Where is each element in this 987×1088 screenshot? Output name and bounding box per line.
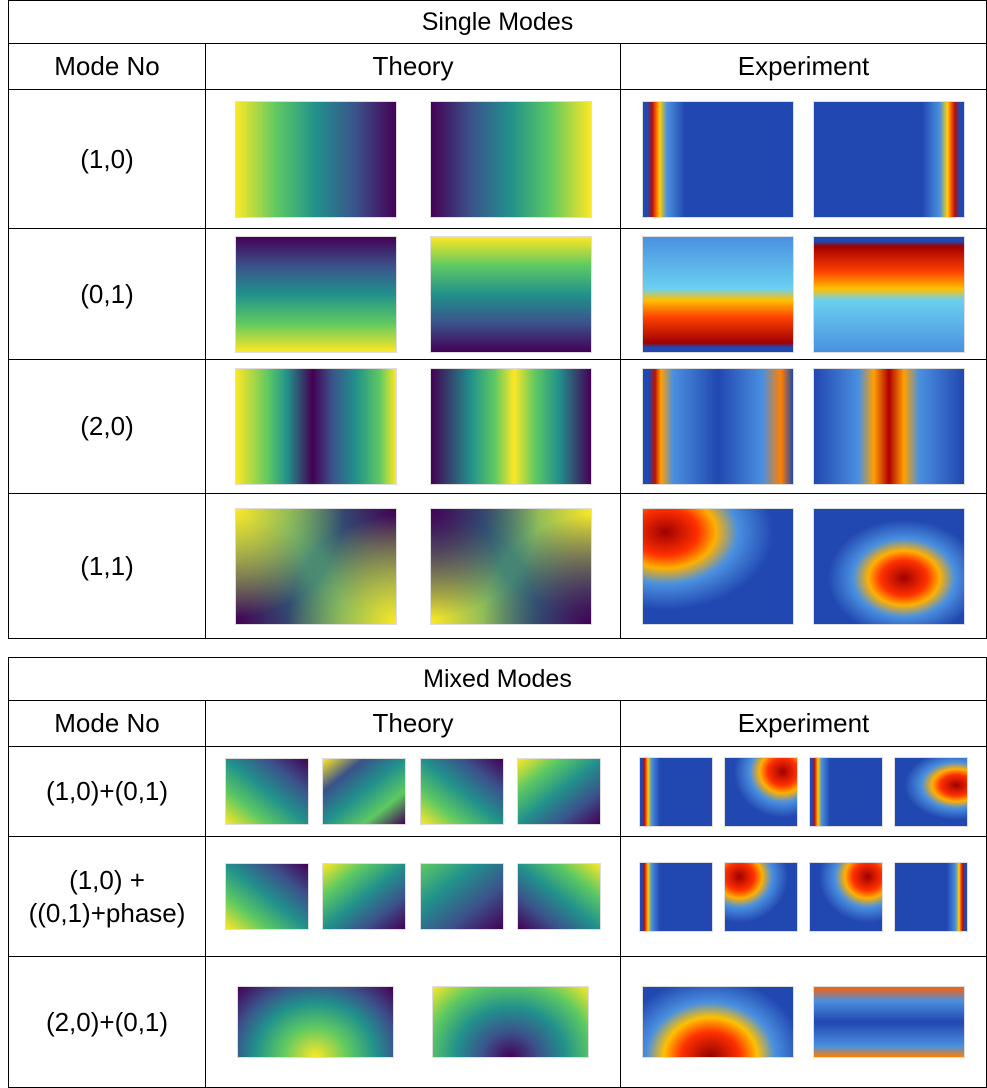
experiment-image [724, 757, 798, 827]
experiment-cell [621, 360, 987, 494]
experiment-cell [621, 229, 987, 360]
experiment-image [639, 862, 713, 932]
mode-cell: (2,0) [9, 360, 206, 494]
mode-cell: (1,0)+(0,1) [9, 747, 206, 837]
theory-plot [322, 863, 406, 930]
experiment-image [809, 757, 883, 827]
table-row: (2,0) [9, 360, 987, 494]
experiment-image [639, 757, 713, 827]
theory-plot [235, 368, 397, 485]
table-row: (1,0) [9, 90, 987, 229]
theory-plot [517, 863, 601, 930]
experiment-image [809, 862, 883, 932]
theory-cell [206, 90, 621, 229]
mode-cell: (1,0) [9, 90, 206, 229]
experiment-panels [621, 368, 986, 485]
theory-plot [432, 986, 589, 1058]
experiment-image [642, 508, 794, 625]
experiment-panels [621, 862, 986, 932]
theory-plot [517, 758, 601, 825]
single-modes-table: Single Modes Mode No Theory Experiment (… [8, 0, 987, 639]
experiment-panels [621, 236, 986, 353]
theory-plot [235, 508, 397, 625]
theory-cell [206, 957, 621, 1088]
experiment-image [813, 368, 965, 485]
theory-plot [430, 101, 592, 218]
theory-cell [206, 747, 621, 837]
column-header: Mode No [9, 44, 206, 90]
experiment-image [894, 862, 968, 932]
theory-plot [420, 863, 504, 930]
mode-cell: (0,1) [9, 229, 206, 360]
theory-plot [430, 236, 592, 353]
table-row: (1,1) [9, 494, 987, 639]
theory-plot [225, 863, 309, 930]
theory-panels [206, 236, 620, 353]
table-row: (1,0) + ((0,1)+phase) [9, 837, 987, 957]
page: Single Modes Mode No Theory Experiment (… [0, 0, 987, 1088]
experiment-image [642, 368, 794, 485]
experiment-image [894, 757, 968, 827]
theory-cell [206, 229, 621, 360]
column-header: Mode No [9, 701, 206, 747]
experiment-cell [621, 957, 987, 1088]
table-title: Single Modes [9, 1, 987, 44]
experiment-image [813, 236, 965, 353]
experiment-panels [621, 757, 986, 827]
table-title: Mixed Modes [9, 658, 987, 701]
theory-panels [206, 863, 620, 930]
theory-panels [206, 101, 620, 218]
theory-panels [206, 368, 620, 485]
experiment-image [813, 986, 965, 1058]
experiment-cell [621, 837, 987, 957]
theory-panels [206, 508, 620, 625]
experiment-image [642, 101, 794, 218]
column-header: Experiment [621, 701, 987, 747]
theory-cell [206, 837, 621, 957]
experiment-image [813, 508, 965, 625]
theory-plot [322, 758, 406, 825]
column-header: Experiment [621, 44, 987, 90]
theory-plot [420, 758, 504, 825]
theory-plot [235, 101, 397, 218]
experiment-panels [621, 986, 986, 1058]
theory-panels [206, 758, 620, 825]
experiment-panels [621, 508, 986, 625]
mode-cell: (2,0)+(0,1) [9, 957, 206, 1088]
table-row: (2,0)+(0,1) [9, 957, 987, 1088]
table-row: (1,0)+(0,1) [9, 747, 987, 837]
theory-cell [206, 494, 621, 639]
column-header: Theory [206, 44, 621, 90]
experiment-cell [621, 494, 987, 639]
theory-plot [235, 236, 397, 353]
theory-panels [206, 986, 620, 1058]
experiment-cell [621, 90, 987, 229]
experiment-image [813, 101, 965, 218]
mode-cell: (1,0) + ((0,1)+phase) [9, 837, 206, 957]
experiment-image [642, 986, 794, 1058]
theory-cell [206, 360, 621, 494]
theory-plot [430, 368, 592, 485]
experiment-cell [621, 747, 987, 837]
theory-plot [237, 986, 394, 1058]
theory-plot [430, 508, 592, 625]
mixed-modes-table: Mixed Modes Mode No Theory Experiment (1… [8, 657, 987, 1088]
table-row: (0,1) [9, 229, 987, 360]
column-header: Theory [206, 701, 621, 747]
theory-plot [225, 758, 309, 825]
experiment-image [642, 236, 794, 353]
experiment-panels [621, 101, 986, 218]
mode-cell: (1,1) [9, 494, 206, 639]
experiment-image [724, 862, 798, 932]
